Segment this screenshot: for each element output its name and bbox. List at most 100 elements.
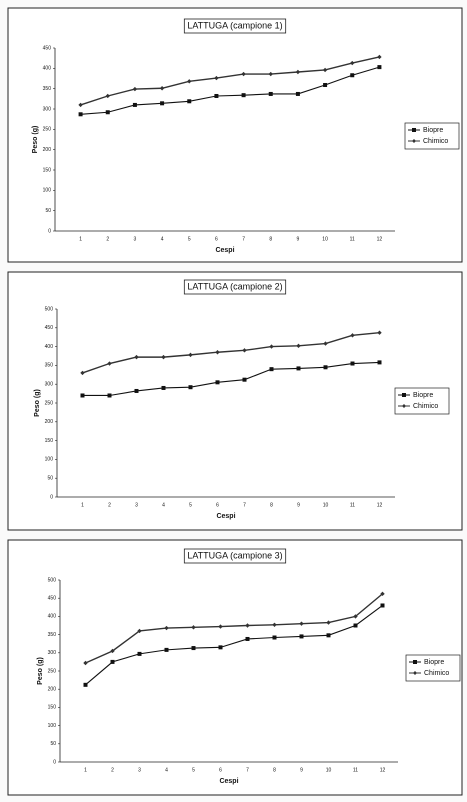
y-tick-label: 200 bbox=[45, 419, 54, 425]
data-point bbox=[350, 73, 355, 78]
y-tick-label: 350 bbox=[48, 632, 57, 638]
data-point bbox=[215, 350, 220, 355]
data-point bbox=[353, 623, 358, 628]
x-tick-label: 3 bbox=[134, 236, 137, 242]
data-point bbox=[272, 622, 277, 627]
data-point bbox=[326, 620, 331, 625]
data-point bbox=[187, 79, 192, 84]
data-point bbox=[191, 646, 196, 651]
data-point bbox=[241, 93, 246, 98]
data-point bbox=[161, 354, 166, 360]
y-tick-label: 400 bbox=[43, 66, 52, 72]
data-point bbox=[110, 659, 115, 664]
x-axis-label: Cespi bbox=[219, 778, 238, 785]
y-tick-label: 250 bbox=[45, 400, 54, 406]
x-tick-label: 10 bbox=[326, 767, 332, 773]
legend-label: Chimico bbox=[424, 670, 449, 677]
data-point bbox=[134, 388, 139, 393]
x-tick-label: 9 bbox=[297, 502, 300, 508]
data-point bbox=[80, 370, 85, 376]
data-point bbox=[132, 86, 138, 92]
x-tick-label: 4 bbox=[162, 502, 165, 508]
y-tick-label: 200 bbox=[48, 687, 57, 693]
x-tick-label: 5 bbox=[189, 502, 192, 508]
x-tick-label: 1 bbox=[81, 502, 84, 508]
legend-label: Biopre bbox=[424, 659, 444, 666]
data-point bbox=[83, 660, 88, 666]
x-axis-label: Cespi bbox=[215, 247, 234, 254]
data-point bbox=[215, 380, 220, 385]
legend-box bbox=[405, 654, 461, 682]
data-point bbox=[161, 385, 166, 390]
y-tick-label: 100 bbox=[48, 723, 57, 729]
x-axis-label: Cespi bbox=[216, 513, 235, 520]
data-point bbox=[187, 99, 192, 104]
x-tick-label: 4 bbox=[161, 236, 164, 242]
data-point bbox=[295, 69, 301, 75]
legend-label: Biopre bbox=[423, 127, 443, 134]
x-tick-label: 4 bbox=[165, 767, 168, 773]
y-tick-label: 200 bbox=[43, 147, 52, 153]
data-point bbox=[214, 75, 219, 81]
data-point bbox=[377, 54, 382, 60]
series-line bbox=[82, 361, 380, 397]
x-tick-label: 10 bbox=[322, 236, 328, 242]
y-tick-label: 250 bbox=[48, 668, 57, 674]
data-point bbox=[78, 102, 83, 108]
y-tick-label: 500 bbox=[48, 577, 57, 583]
data-point bbox=[295, 91, 300, 96]
data-point bbox=[245, 636, 250, 641]
data-point bbox=[191, 625, 196, 630]
y-axis-label: Peso (g) bbox=[34, 389, 41, 417]
x-tick-label: 9 bbox=[300, 767, 303, 773]
chart-panel bbox=[7, 539, 463, 796]
data-point bbox=[105, 93, 110, 99]
legend-box bbox=[404, 122, 460, 150]
data-point bbox=[159, 86, 165, 91]
data-point bbox=[268, 91, 273, 96]
y-tick-label: 150 bbox=[45, 438, 54, 444]
data-point bbox=[268, 71, 273, 77]
y-tick-label: 50 bbox=[45, 208, 51, 214]
series-line bbox=[80, 66, 380, 115]
data-point bbox=[272, 635, 277, 640]
x-tick-label: 3 bbox=[138, 767, 141, 773]
data-point bbox=[296, 366, 301, 371]
x-tick-label: 8 bbox=[270, 502, 273, 508]
data-point bbox=[296, 343, 301, 349]
x-tick-label: 8 bbox=[269, 236, 272, 242]
y-axis-label: Peso (g) bbox=[37, 657, 44, 685]
chart-panel bbox=[7, 271, 463, 531]
data-point bbox=[242, 348, 247, 353]
data-point bbox=[214, 93, 219, 98]
data-point bbox=[218, 645, 223, 650]
data-point bbox=[78, 112, 83, 117]
data-point bbox=[269, 344, 274, 349]
y-tick-label: 350 bbox=[43, 86, 52, 92]
data-point bbox=[241, 71, 246, 77]
y-tick-label: 300 bbox=[48, 650, 57, 656]
x-tick-label: 2 bbox=[111, 767, 114, 773]
y-tick-label: 0 bbox=[53, 759, 56, 765]
x-tick-label: 10 bbox=[323, 502, 329, 508]
data-point bbox=[164, 647, 169, 652]
data-point bbox=[107, 361, 112, 366]
y-tick-label: 50 bbox=[47, 476, 53, 482]
y-tick-label: 300 bbox=[43, 106, 52, 112]
data-point bbox=[353, 614, 358, 619]
legend-box bbox=[394, 387, 450, 415]
legend-label: Chimico bbox=[423, 138, 448, 145]
legend-label: Biopre bbox=[413, 392, 433, 399]
y-tick-label: 150 bbox=[43, 167, 52, 173]
series-line bbox=[85, 605, 383, 686]
data-point bbox=[269, 367, 274, 372]
legend-label: Chimico bbox=[413, 403, 438, 410]
data-point bbox=[380, 591, 385, 597]
data-point bbox=[380, 603, 385, 608]
y-tick-label: 100 bbox=[45, 457, 54, 463]
legend-marker bbox=[402, 404, 406, 408]
x-tick-label: 5 bbox=[188, 236, 191, 242]
data-point bbox=[188, 352, 193, 358]
data-point bbox=[160, 101, 165, 106]
x-tick-label: 1 bbox=[79, 236, 82, 242]
